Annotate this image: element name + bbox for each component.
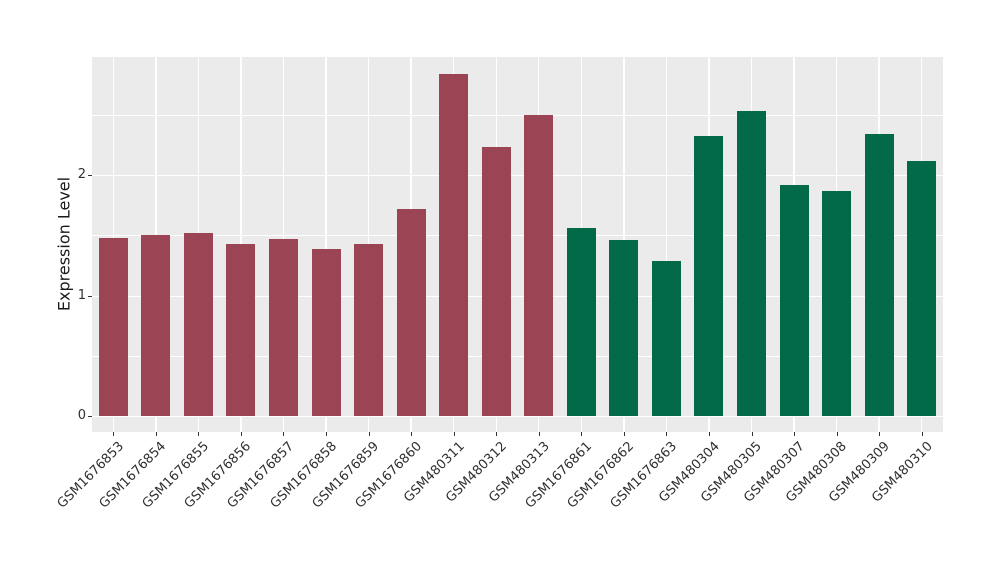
y-tick-label-1: 1: [77, 287, 86, 303]
bar-GSM480308: [822, 190, 852, 416]
x-tick-mark-GSM480311: [453, 432, 455, 436]
gridline-x-GSM1676863: [665, 57, 668, 432]
x-tick-mark-GSM1676857: [283, 432, 285, 436]
bar-GSM1676860: [396, 208, 426, 416]
x-tick-mark-GSM480310: [921, 432, 923, 436]
x-tick-mark-GSM1676861: [581, 432, 583, 436]
bar-GSM1676857: [268, 238, 298, 416]
gridline-x-GSM1676858: [325, 57, 327, 432]
bar-GSM480311: [439, 73, 469, 416]
gridline-minor-y0.5: [92, 355, 943, 357]
bar-GSM1676853: [98, 237, 128, 416]
bar-GSM480313: [524, 114, 554, 416]
x-tick-mark-GSM480305: [751, 432, 753, 436]
gridline-minor-y2.5: [92, 114, 943, 116]
gridline-major-y1: [92, 295, 943, 297]
x-tick-mark-GSM480313: [538, 432, 540, 436]
bar-GSM480304: [694, 136, 724, 416]
bar-GSM1676855: [183, 232, 213, 416]
y-tick-label-0: 0: [77, 408, 86, 423]
bar-GSM1676856: [226, 243, 256, 416]
x-tick-mark-GSM480309: [879, 432, 881, 436]
bar-GSM480307: [779, 184, 809, 416]
gridline-major-y0: [92, 416, 943, 418]
y-tick-label-2: 2: [77, 167, 86, 182]
x-tick-mark-GSM1676860: [411, 432, 413, 436]
bar-GSM1676862: [609, 240, 639, 416]
bar-GSM1676854: [141, 235, 171, 416]
x-tick-mark-GSM1676856: [240, 432, 242, 436]
bar-GSM1676859: [354, 243, 384, 416]
gridline-minor-y1.5: [92, 235, 943, 236]
y-tick-mark-0: [88, 416, 92, 417]
bar-GSM480310: [907, 160, 937, 416]
bar-GSM1676863: [651, 260, 681, 416]
y-tick-mark-2: [88, 175, 92, 176]
x-tick-mark-GSM1676863: [666, 432, 668, 436]
bar-GSM480309: [864, 134, 894, 416]
x-tick-mark-GSM1676859: [368, 432, 370, 436]
x-tick-mark-GSM480304: [708, 432, 710, 436]
x-tick-mark-GSM1676862: [623, 432, 625, 436]
x-tick-mark-GSM1676858: [326, 432, 328, 436]
bar-GSM480312: [481, 147, 511, 416]
y-tick-mark-1: [88, 295, 92, 297]
x-tick-mark-GSM1676855: [198, 432, 200, 436]
x-tick-mark-GSM1676854: [155, 432, 157, 436]
gridline-major-y2: [92, 175, 943, 177]
x-tick-mark-GSM480308: [836, 432, 838, 436]
bar-GSM1676858: [311, 248, 341, 416]
bar-GSM480305: [737, 111, 767, 416]
x-tick-mark-GSM480312: [496, 432, 498, 436]
x-tick-mark-GSM480307: [794, 432, 796, 436]
plot-panel: [92, 57, 943, 432]
bar-GSM1676861: [566, 228, 596, 416]
x-tick-mark-GSM1676853: [113, 432, 115, 436]
